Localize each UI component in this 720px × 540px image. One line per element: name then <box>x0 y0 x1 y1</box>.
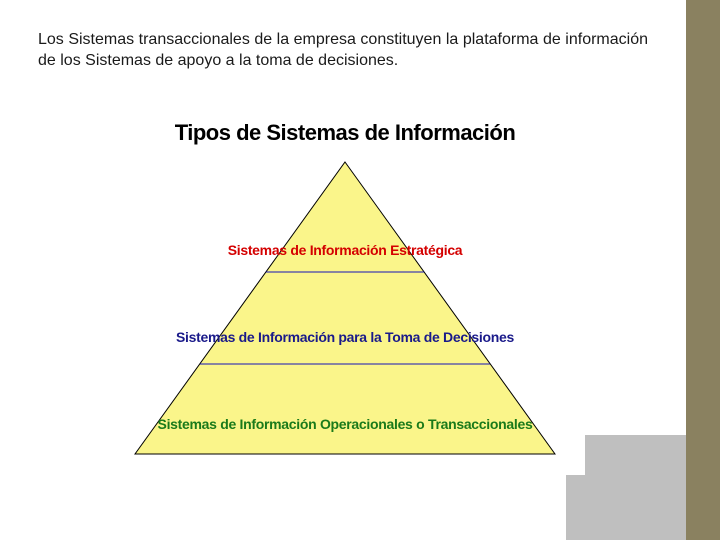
content-area: Los Sistemas transaccionales de la empre… <box>38 30 648 92</box>
pyramid-diagram: Tipos de Sistemas de Información Sistema… <box>105 120 585 475</box>
pyramid-shape <box>135 162 555 454</box>
pyramid-level-middle: Sistemas de Información para la Toma de … <box>105 329 585 345</box>
pyramid-level-bottom: Sistemas de Información Operacionales o … <box>105 416 585 432</box>
description-text: Los Sistemas transaccionales de la empre… <box>38 30 648 72</box>
pyramid-wrap: Sistemas de Información Estratégica Sist… <box>105 154 585 464</box>
pyramid-level-top: Sistemas de Información Estratégica <box>105 242 585 258</box>
sidebar-stripe <box>686 0 720 540</box>
diagram-title: Tipos de Sistemas de Información <box>105 120 585 146</box>
